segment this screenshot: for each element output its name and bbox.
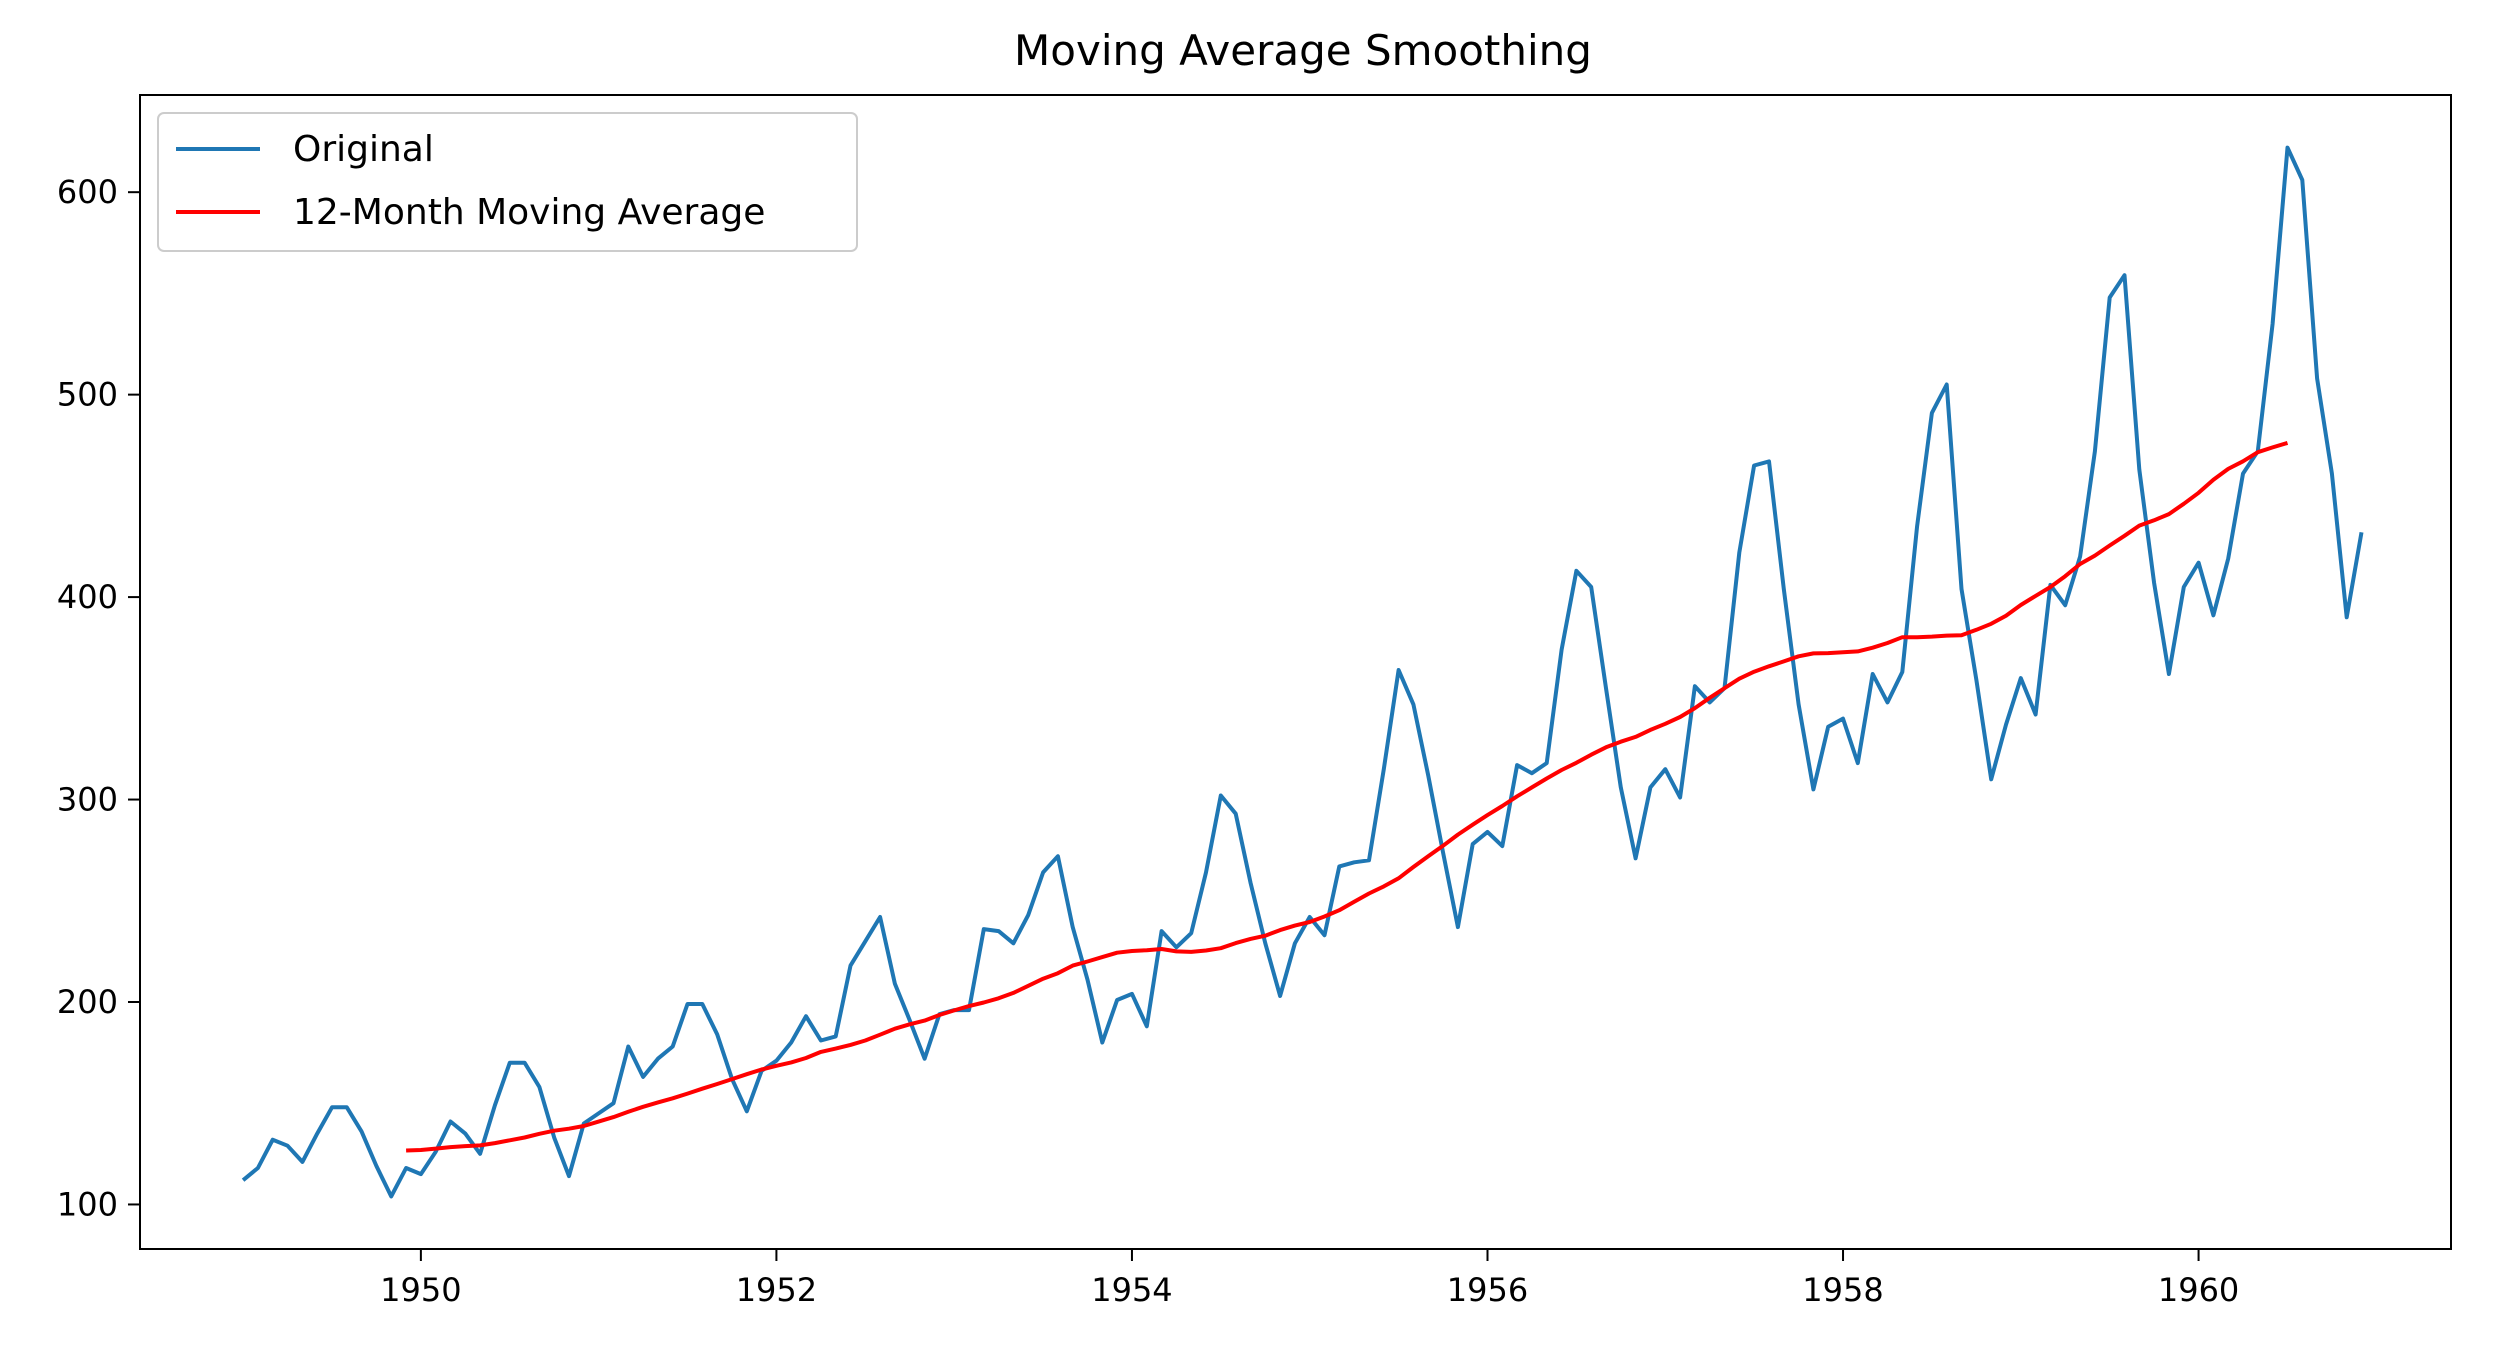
plot-area: [241, 145, 2364, 1199]
y-tick-label-300: 300: [57, 781, 118, 819]
y-axis: 100 200 300 400 500 600: [57, 173, 140, 1223]
x-tick-label-1950: 1950: [380, 1271, 461, 1309]
legend-label-original: Original: [293, 129, 434, 170]
series-line-original: [241, 145, 2364, 1199]
x-tick-label-1960: 1960: [2158, 1271, 2239, 1309]
plot-frame: [139, 94, 2452, 1250]
y-tick-label-200: 200: [57, 983, 118, 1021]
x-tick-label-1958: 1958: [1802, 1271, 1883, 1309]
chart-title: Moving Average Smoothing: [1014, 26, 1592, 75]
legend-box: [157, 112, 858, 252]
x-tick-label-1954: 1954: [1091, 1271, 1172, 1309]
y-tick-label-400: 400: [57, 578, 118, 616]
legend: Original 12-Month Moving Average: [157, 112, 858, 252]
y-tick-label-600: 600: [57, 173, 118, 211]
series-line-moving-average: [406, 440, 2289, 1153]
x-tick-label-1952: 1952: [736, 1271, 817, 1309]
legend-label-moving-average: 12-Month Moving Average: [293, 192, 765, 233]
y-tick-label-500: 500: [57, 376, 118, 414]
y-tick-label-100: 100: [57, 1185, 118, 1223]
x-tick-label-1956: 1956: [1447, 1271, 1528, 1309]
x-axis: 1950 1952 1954 1956 1958 1960: [380, 1249, 2239, 1309]
